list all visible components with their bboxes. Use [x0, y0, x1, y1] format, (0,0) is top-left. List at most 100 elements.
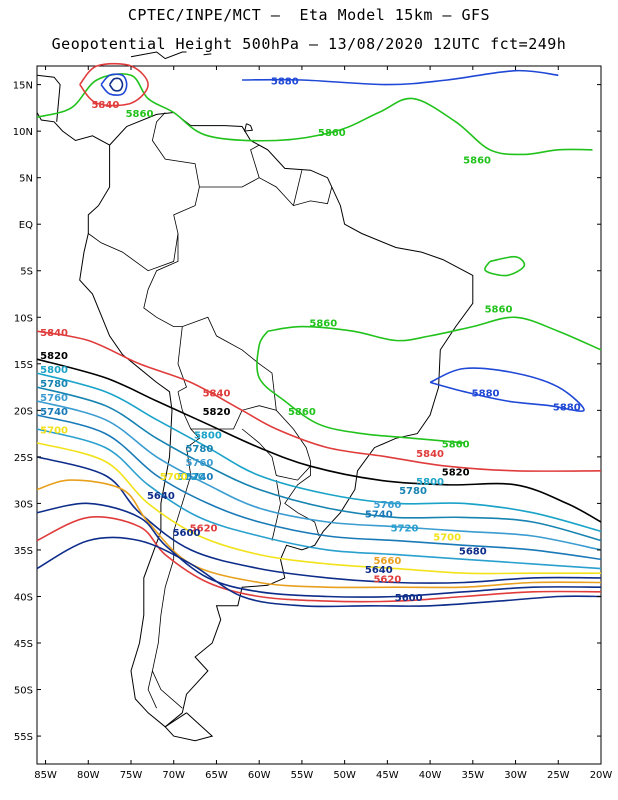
contour-5720-line [36, 428, 602, 570]
lat-tick-label: 25S [14, 453, 33, 464]
contour-label-5760: 5760 [373, 500, 401, 511]
latitude-axis: 15N 10N 5N EQ 5S 10S 15S 20S 25S 30S 35S 40S 45S 50S 5… [13, 81, 601, 743]
contour-label-5880: 5880 [472, 388, 500, 399]
contour-label-5880: 5880 [271, 77, 299, 88]
lon-tick-label: 70W [162, 770, 185, 781]
contour-5860-line [267, 316, 602, 351]
contour-5600-line [36, 536, 602, 608]
chart-title: CPTEC/INPE/MCT — Eta Model 15km — GFS [127, 6, 491, 24]
lon-tick-label: 75W [120, 770, 143, 781]
map-frame [36, 65, 602, 765]
lon-tick-label: 20W [590, 770, 613, 781]
lat-tick-label: 15N [13, 81, 33, 92]
contour-5640-line [36, 502, 602, 598]
lat-tick-label: 10S [14, 313, 33, 324]
lat-tick-label: 50S [14, 686, 33, 697]
contour-label-5780: 5780 [40, 379, 68, 390]
contour-label-5600: 5600 [395, 593, 423, 604]
contour-label-5800: 5800 [194, 430, 222, 441]
contour-label-5840: 5840 [91, 100, 119, 111]
contour-label-5840: 5840 [416, 449, 444, 460]
contour-label-5800: 5800 [40, 365, 68, 376]
lat-tick-label: 20S [14, 406, 33, 417]
contour-5780-line [36, 386, 602, 542]
lat-tick-label: 5S [20, 267, 33, 278]
contour-5840-line [36, 330, 602, 472]
contour-label-5860: 5860 [442, 440, 470, 451]
contour-label-5740: 5740 [365, 509, 393, 520]
contour-label-5760: 5760 [40, 393, 68, 404]
contour-lines [36, 62, 602, 608]
contour-label-5860: 5860 [318, 128, 346, 139]
contour-label-5860: 5860 [463, 156, 491, 167]
chart-subtitle: Geopotential Height 500hPa — 13/08/2020 … [51, 35, 567, 53]
lat-tick-label: 40S [14, 592, 33, 603]
contour-label-5680: 5680 [459, 547, 487, 558]
lon-tick-label: 60W [248, 770, 271, 781]
lat-tick-label: 5N [19, 174, 33, 185]
lon-tick-label: 30W [504, 770, 527, 781]
lat-tick-label: 45S [14, 639, 33, 650]
contour-label-5740: 5740 [40, 407, 68, 418]
contour-label-5600: 5600 [173, 528, 201, 539]
contour-label-5860: 5860 [309, 319, 337, 330]
contour-label-5720: 5720 [391, 523, 419, 534]
contour-label-5620: 5620 [190, 523, 218, 534]
contour-label-5860: 5860 [126, 109, 154, 120]
contour-label-5860: 5860 [485, 305, 513, 316]
contour-label-5820: 5820 [203, 407, 231, 418]
contour-label-5880: 5880 [553, 402, 581, 413]
contour-5820-line [36, 358, 602, 523]
contour-5840-line [108, 77, 124, 92]
lon-tick-label: 25W [547, 770, 570, 781]
contour-label-5700: 5700 [160, 472, 188, 483]
contour-label-5840: 5840 [40, 328, 68, 339]
contour-5860-line [484, 255, 526, 277]
contour-label-5640: 5640 [365, 565, 393, 576]
contour-label-5720: 5720 [177, 472, 205, 483]
lat-tick-label: EQ [19, 220, 33, 231]
longitude-axis: 85W 80W 75W 70W 65W 60W 55W 50W 45W 40W 35W 30W 25W 2… [34, 66, 612, 781]
lon-tick-label: 35W [462, 770, 485, 781]
contour-5760-line [36, 400, 602, 551]
contour-label-5780: 5780 [399, 486, 427, 497]
lon-tick-label: 65W [205, 770, 228, 781]
lat-tick-label: 15S [14, 360, 33, 371]
contour-5880-line [429, 367, 585, 412]
contour-label-5660: 5660 [373, 556, 401, 567]
contour-label-5840: 5840 [203, 388, 231, 399]
lon-tick-label: 50W [333, 770, 356, 781]
lat-tick-label: 30S [14, 499, 33, 510]
contour-5740-line [36, 414, 602, 561]
lon-tick-label: 55W [291, 770, 314, 781]
contour-label-5620: 5620 [373, 575, 401, 586]
contour-label-5820: 5820 [442, 468, 470, 479]
contour-label-5860: 5860 [288, 407, 316, 418]
contour-5800-line [36, 372, 602, 533]
contour-labels: 5880 5860 5860 5860 5860 5860 5860 5860 5880 5880… [40, 77, 581, 604]
contour-label-5700: 5700 [40, 426, 68, 437]
contour-5660-line [36, 479, 602, 589]
contour-5700-line [36, 442, 601, 575]
contour-5620-line [36, 516, 602, 603]
contour-label-5760: 5760 [185, 458, 213, 469]
lon-tick-label: 85W [34, 770, 57, 781]
lat-tick-label: 10N [13, 127, 33, 138]
contour-label-5820: 5820 [40, 351, 68, 362]
lat-tick-label: 35S [14, 546, 33, 557]
lon-tick-label: 40W [419, 770, 442, 781]
contour-label-5740: 5740 [185, 472, 213, 483]
lat-tick-label: 55S [14, 732, 33, 743]
lon-tick-label: 80W [77, 770, 100, 781]
contour-5860-line [256, 330, 465, 444]
contour-label-5700: 5700 [433, 533, 461, 544]
contour-label-5640: 5640 [147, 491, 175, 502]
coastlines [36, 51, 474, 742]
contour-label-5800: 5800 [416, 477, 444, 488]
contour-5680-line [36, 456, 602, 584]
contour-5880-line [242, 69, 559, 86]
lon-tick-label: 45W [376, 770, 399, 781]
contour-5840-line [79, 62, 149, 107]
contour-label-5780: 5780 [185, 444, 213, 455]
